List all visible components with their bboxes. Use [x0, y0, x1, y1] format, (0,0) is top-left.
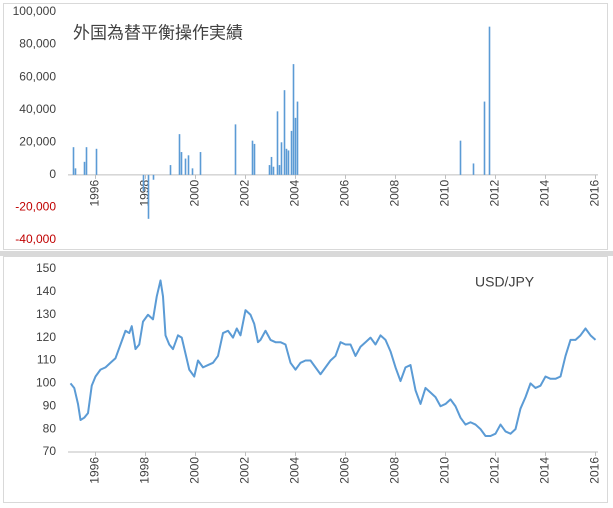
bar [276, 111, 279, 175]
bar [180, 152, 183, 175]
x-tick-label: 2006 [338, 180, 352, 207]
bar [280, 142, 283, 175]
bar [74, 168, 77, 175]
x-tick-label: 1996 [88, 180, 102, 207]
bar [178, 134, 181, 175]
bar [253, 143, 256, 175]
bar [152, 174, 155, 180]
y-tick-label: 60,000 [19, 69, 56, 83]
bar [184, 158, 187, 175]
bar [472, 163, 475, 175]
bottom-panel [3, 256, 608, 503]
annotation: USD/JPY [475, 274, 535, 290]
line [69, 279, 597, 437]
bar [292, 64, 295, 175]
y-tick-label: 100,000 [13, 4, 57, 18]
x-tick-label: 2012 [488, 180, 502, 207]
y-tick-label: 80,000 [19, 37, 56, 51]
x-tick-label: 2008 [388, 180, 402, 207]
y-tick-label: 150 [36, 261, 56, 275]
bar [234, 124, 237, 175]
bar [294, 117, 297, 175]
bar [72, 147, 75, 175]
x-tick-label: 2000 [188, 180, 202, 207]
bar [278, 165, 281, 175]
y-tick-label: -40,000 [15, 232, 56, 246]
x-tick-label: 2012 [488, 457, 502, 484]
x-tick-label: 2002 [238, 457, 252, 484]
bar [296, 101, 299, 175]
bar [287, 150, 290, 175]
bar [488, 26, 491, 175]
y-tick-label: 90 [43, 398, 57, 412]
x-tick-label: 1998 [138, 180, 152, 207]
bar [199, 152, 202, 175]
bar [147, 174, 150, 219]
bar [85, 147, 88, 175]
bar [187, 155, 190, 175]
chart-title: 外国為替平衡操作実績 [73, 23, 243, 42]
bar [169, 165, 172, 175]
y-tick-label: 100 [36, 376, 56, 390]
bar [251, 140, 254, 175]
bar [83, 161, 86, 175]
y-tick-label: 130 [36, 307, 56, 321]
x-tick-label: 2000 [188, 457, 202, 484]
x-tick-label: 2010 [438, 457, 452, 484]
bar [142, 174, 145, 192]
x-tick-label: 2016 [588, 457, 602, 484]
y-tick-label: 0 [49, 167, 56, 181]
bar [290, 130, 293, 175]
bar [483, 101, 486, 175]
x-tick-label: 2006 [338, 457, 352, 484]
y-tick-label: 40,000 [19, 102, 56, 116]
x-tick-label: 2010 [438, 180, 452, 207]
y-tick-label: 110 [37, 353, 56, 367]
bar [268, 165, 271, 175]
bar [191, 168, 194, 175]
bar [95, 148, 98, 175]
y-tick-label: 20,000 [19, 134, 56, 148]
bar [270, 156, 273, 175]
bar [272, 166, 275, 175]
bar [285, 148, 288, 175]
x-tick-label: 1998 [138, 457, 152, 484]
y-tick-label: 120 [36, 330, 56, 344]
x-tick-label: 2014 [538, 457, 552, 484]
y-tick-label: 70 [43, 444, 57, 458]
x-tick-label: 2004 [288, 457, 302, 484]
bar [283, 90, 286, 175]
x-tick-label: 2014 [538, 180, 552, 207]
x-tick-label: 2008 [388, 457, 402, 484]
separator [0, 251, 613, 256]
x-tick-label: 2002 [238, 180, 252, 207]
top-panel [3, 3, 608, 250]
x-tick-label: 2016 [588, 180, 602, 207]
bar [459, 140, 462, 175]
x-tick-label: 2004 [288, 180, 302, 207]
x-tick-label: 1996 [88, 457, 102, 484]
y-tick-label: 80 [43, 421, 57, 435]
y-tick-label: -20,000 [15, 200, 56, 214]
y-tick-label: 140 [36, 284, 56, 298]
